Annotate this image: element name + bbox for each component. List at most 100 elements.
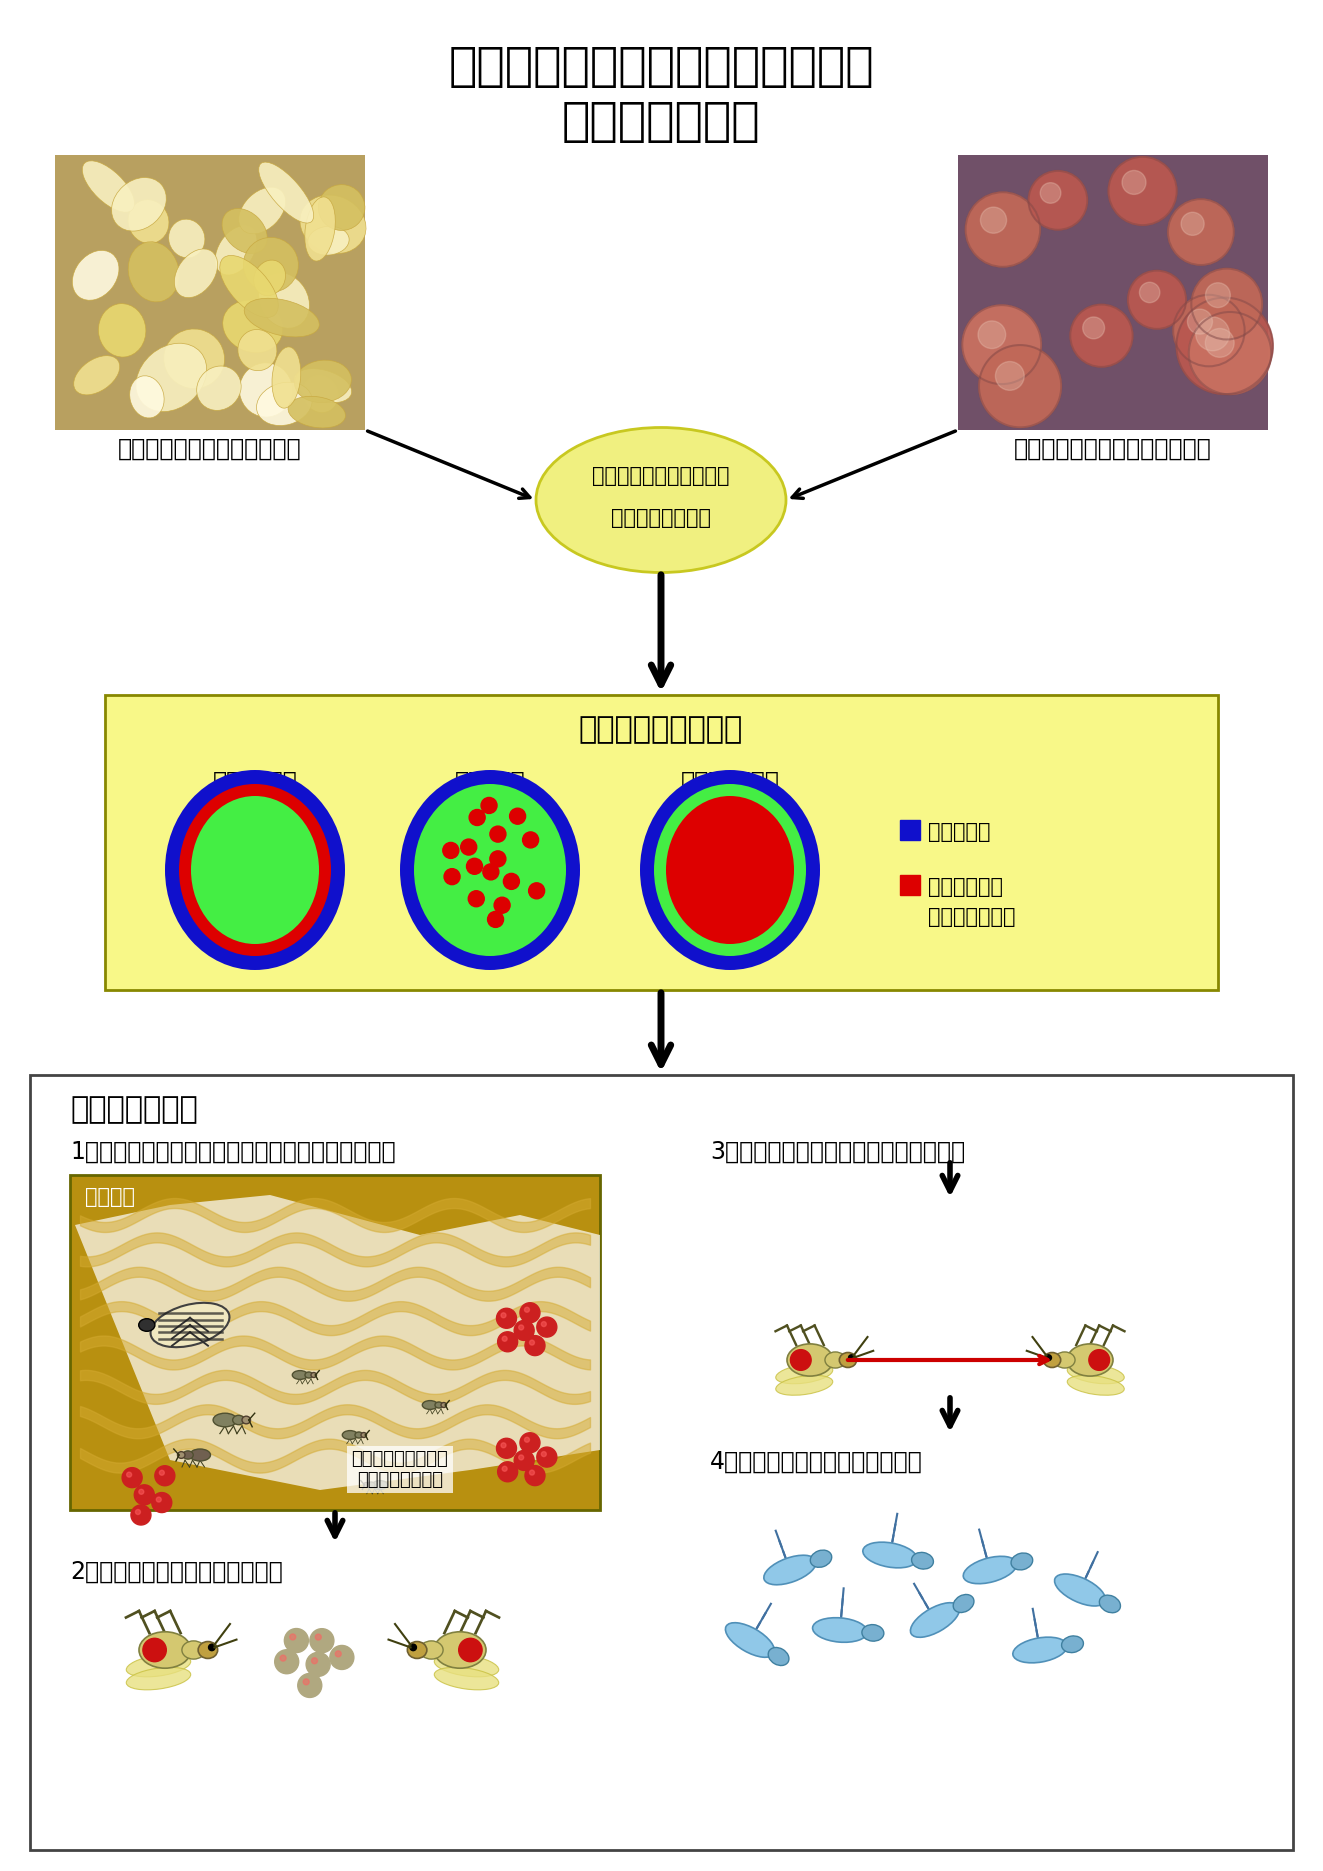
Ellipse shape — [294, 369, 352, 402]
Ellipse shape — [1061, 1635, 1084, 1652]
Ellipse shape — [222, 301, 283, 352]
Ellipse shape — [361, 1433, 366, 1437]
Ellipse shape — [239, 363, 292, 417]
Circle shape — [483, 864, 499, 879]
Ellipse shape — [1068, 1364, 1125, 1385]
Circle shape — [1174, 296, 1245, 367]
Circle shape — [1205, 329, 1234, 357]
Ellipse shape — [128, 241, 179, 301]
Circle shape — [515, 1321, 534, 1340]
Circle shape — [1139, 283, 1160, 303]
Circle shape — [127, 1472, 131, 1476]
Circle shape — [209, 1645, 216, 1650]
Circle shape — [1196, 316, 1229, 350]
Ellipse shape — [1068, 1343, 1113, 1375]
Circle shape — [303, 1678, 310, 1686]
Ellipse shape — [242, 1416, 250, 1424]
Ellipse shape — [368, 1482, 374, 1487]
Circle shape — [541, 1452, 546, 1458]
Circle shape — [445, 868, 460, 885]
Circle shape — [443, 842, 459, 859]
Circle shape — [143, 1639, 167, 1661]
Circle shape — [504, 874, 520, 889]
Circle shape — [467, 859, 483, 874]
Circle shape — [159, 1471, 164, 1474]
Ellipse shape — [273, 346, 300, 408]
Circle shape — [1082, 316, 1105, 339]
Ellipse shape — [198, 1641, 218, 1658]
Circle shape — [470, 810, 486, 825]
Circle shape — [1176, 297, 1273, 395]
Ellipse shape — [191, 795, 319, 945]
Ellipse shape — [136, 342, 206, 412]
Polygon shape — [75, 1196, 601, 1489]
Ellipse shape — [775, 1364, 832, 1385]
Circle shape — [310, 1628, 333, 1652]
Circle shape — [537, 1446, 557, 1467]
Ellipse shape — [179, 784, 331, 956]
Ellipse shape — [769, 1648, 789, 1665]
Circle shape — [520, 1433, 540, 1452]
Circle shape — [1168, 198, 1234, 266]
Ellipse shape — [216, 226, 257, 275]
Text: 卵認識物質: 卵認識物質 — [927, 821, 991, 842]
Circle shape — [488, 911, 504, 928]
Ellipse shape — [288, 397, 345, 428]
Circle shape — [311, 1658, 318, 1663]
Ellipse shape — [73, 251, 119, 299]
Circle shape — [978, 322, 1005, 348]
Text: 基本メカニズム: 基本メカニズム — [70, 1095, 197, 1124]
Ellipse shape — [812, 1618, 868, 1643]
Text: 4．遅効性薬剤の作用により殺虫: 4．遅効性薬剤の作用により殺虫 — [710, 1450, 922, 1474]
Circle shape — [497, 1461, 517, 1482]
Ellipse shape — [197, 367, 241, 410]
Ellipse shape — [295, 359, 352, 402]
Text: 駆除技術の開発: 駆除技術の開発 — [562, 99, 761, 144]
Circle shape — [1127, 271, 1187, 329]
Ellipse shape — [243, 238, 299, 292]
FancyBboxPatch shape — [958, 155, 1267, 430]
FancyBboxPatch shape — [70, 1175, 601, 1510]
Circle shape — [493, 898, 511, 913]
Ellipse shape — [98, 303, 146, 357]
Circle shape — [135, 1510, 140, 1514]
Ellipse shape — [1044, 1353, 1061, 1368]
Ellipse shape — [407, 1641, 427, 1658]
Ellipse shape — [435, 1401, 443, 1409]
Ellipse shape — [257, 382, 312, 425]
Circle shape — [1040, 183, 1061, 204]
Ellipse shape — [238, 329, 277, 370]
Ellipse shape — [220, 256, 278, 318]
Circle shape — [790, 1349, 811, 1370]
Ellipse shape — [863, 1542, 917, 1568]
Ellipse shape — [238, 187, 286, 234]
Circle shape — [1089, 1349, 1110, 1370]
Circle shape — [1122, 170, 1146, 195]
Ellipse shape — [775, 1375, 832, 1396]
Ellipse shape — [304, 196, 335, 262]
Circle shape — [122, 1467, 142, 1487]
Circle shape — [541, 1321, 546, 1327]
Circle shape — [490, 851, 505, 866]
Circle shape — [155, 1465, 175, 1486]
Circle shape — [979, 344, 1061, 427]
Ellipse shape — [304, 1371, 312, 1379]
Ellipse shape — [168, 219, 205, 258]
Ellipse shape — [910, 1603, 959, 1637]
Text: 生殖中枢: 生殖中枢 — [85, 1186, 135, 1207]
Text: 1．殺虫活性物質を含有する擬似卵を卵塊中に運搬: 1．殺虫活性物質を含有する擬似卵を卵塊中に運搬 — [70, 1139, 396, 1164]
Circle shape — [980, 208, 1007, 234]
Text: カプセル溶解型: カプセル溶解型 — [680, 771, 779, 793]
Ellipse shape — [953, 1594, 974, 1613]
Ellipse shape — [164, 329, 225, 389]
Ellipse shape — [912, 1553, 934, 1570]
Ellipse shape — [245, 297, 319, 337]
Circle shape — [1028, 170, 1088, 230]
Ellipse shape — [139, 1319, 155, 1332]
Circle shape — [524, 1308, 529, 1312]
Ellipse shape — [414, 784, 566, 956]
Text: 殺虫活性物質: 殺虫活性物質 — [927, 877, 1003, 896]
Bar — [900, 819, 919, 840]
Ellipse shape — [126, 1654, 191, 1676]
Ellipse shape — [434, 1632, 486, 1669]
